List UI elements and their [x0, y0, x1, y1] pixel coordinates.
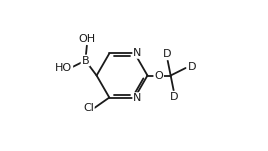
- Text: OH: OH: [78, 34, 95, 44]
- Text: D: D: [188, 62, 196, 72]
- Text: D: D: [169, 92, 178, 102]
- Text: N: N: [133, 93, 142, 103]
- Text: HO: HO: [55, 63, 72, 73]
- Text: Cl: Cl: [83, 103, 94, 113]
- Text: O: O: [154, 71, 163, 80]
- Text: B: B: [81, 56, 89, 66]
- Text: D: D: [163, 49, 171, 59]
- Text: N: N: [133, 48, 142, 58]
